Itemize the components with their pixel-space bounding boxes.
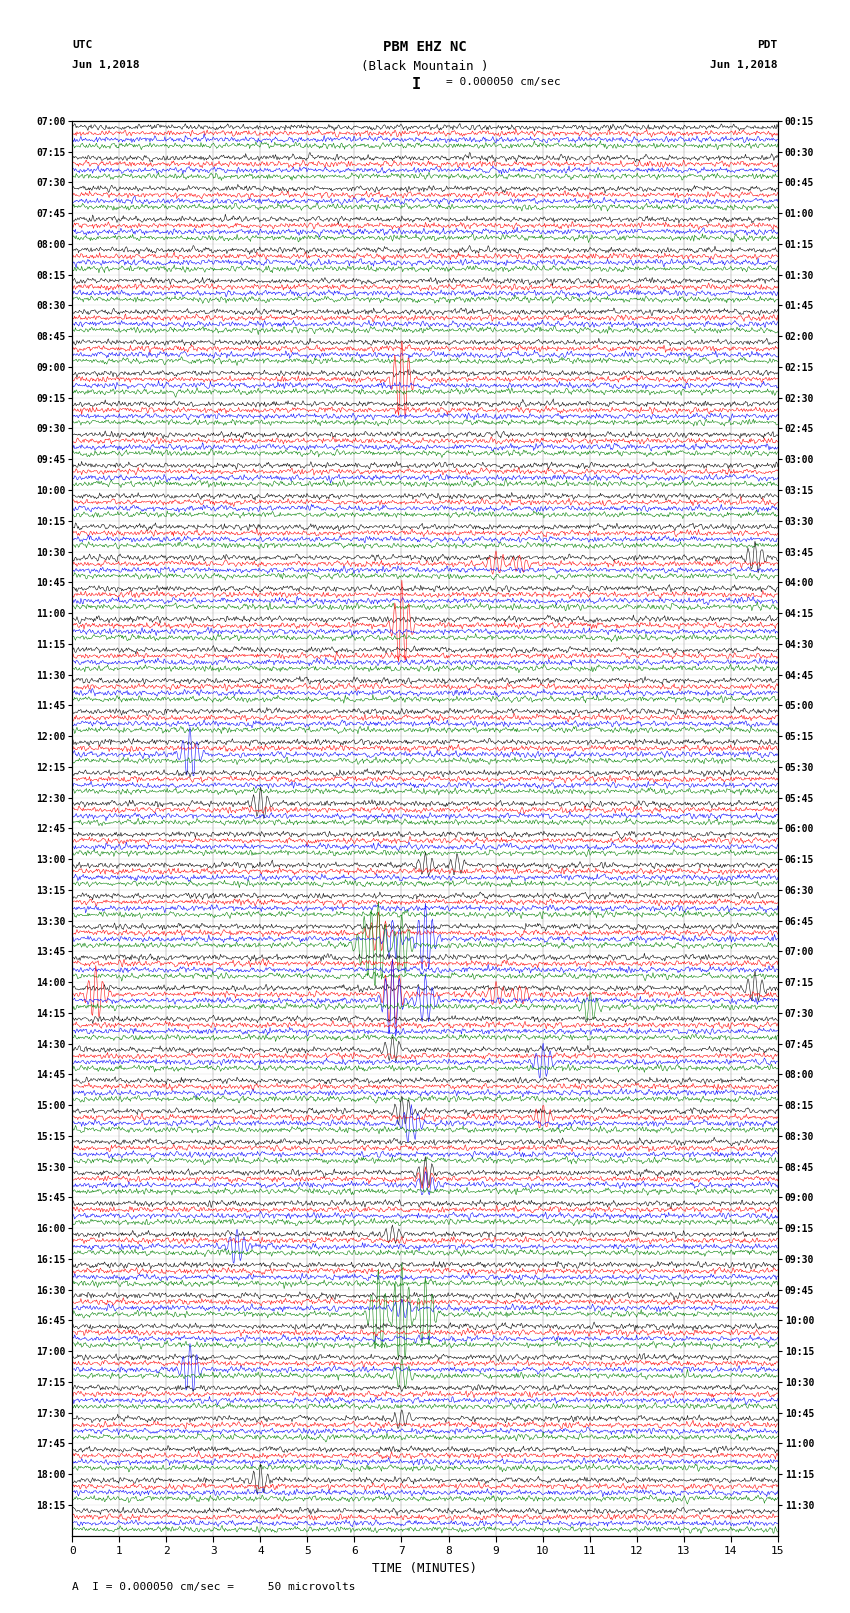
Text: UTC: UTC [72, 40, 93, 50]
Text: Jun 1,2018: Jun 1,2018 [72, 60, 139, 69]
Text: Jun 1,2018: Jun 1,2018 [711, 60, 778, 69]
Text: PBM EHZ NC: PBM EHZ NC [383, 40, 467, 55]
Text: I: I [412, 77, 421, 92]
Text: = 0.000050 cm/sec: = 0.000050 cm/sec [446, 77, 561, 87]
Text: A  I = 0.000050 cm/sec =     50 microvolts: A I = 0.000050 cm/sec = 50 microvolts [72, 1582, 356, 1592]
X-axis label: TIME (MINUTES): TIME (MINUTES) [372, 1561, 478, 1574]
Text: PDT: PDT [757, 40, 778, 50]
Text: (Black Mountain ): (Black Mountain ) [361, 60, 489, 73]
